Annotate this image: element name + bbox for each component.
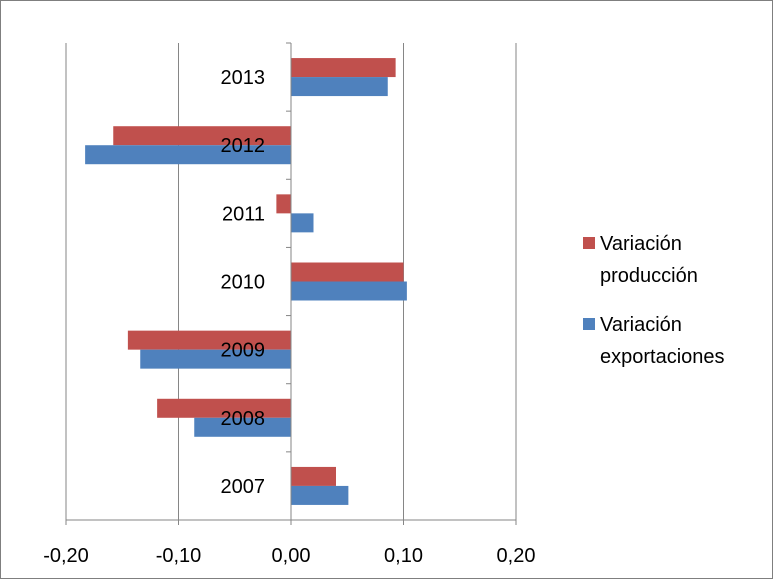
category-label-2012: 2012	[221, 135, 266, 157]
x-tick-label-3: 0,10	[384, 545, 423, 567]
bar-variacion-exportaciones-2012	[85, 145, 291, 165]
category-label-2008: 2008	[221, 408, 266, 430]
bar-variacion-produccion-2013	[291, 58, 396, 78]
bar-variacion-exportaciones-2007	[291, 485, 349, 505]
x-tick-label-1: -0,10	[156, 545, 202, 567]
bar-variacion-produccion-2009	[127, 330, 291, 350]
bar-variacion-exportaciones-2011	[291, 213, 314, 233]
legend-label-variacion-produccion-line-2: producción	[600, 265, 698, 287]
x-tick-label-0: -0,20	[43, 545, 89, 567]
category-label-2011: 2011	[222, 203, 265, 225]
category-label-2009: 2009	[221, 340, 266, 362]
bar-variacion-produccion-2007	[291, 466, 336, 486]
x-tick-label-4: 0,20	[497, 545, 536, 567]
category-labels: 2013 2012 2011 2010 2009 2008 2007	[221, 67, 266, 498]
legend-label-variacion-exportaciones-line-2: exportaciones	[600, 346, 725, 368]
axes	[65, 42, 517, 525]
bar-variacion-produccion-2010	[291, 262, 404, 282]
x-tick-labels: -0,20 -0,10 0,00 0,10 0,20	[43, 545, 535, 567]
bar-variacion-produccion-2008	[157, 398, 291, 418]
legend-label-variacion-produccion-line-1: Variación	[600, 233, 682, 255]
legend: Variación producción Variación exportacione…	[583, 233, 725, 368]
legend-swatch-variacion-produccion	[583, 237, 595, 249]
category-label-2013: 2013	[221, 67, 266, 89]
category-label-2007: 2007	[221, 476, 266, 498]
bar-variacion-exportaciones-2008	[194, 417, 291, 437]
category-label-2010: 2010	[221, 272, 266, 294]
bar-variacion-exportaciones-2013	[291, 77, 388, 97]
bar-variacion-exportaciones-2010	[291, 281, 407, 301]
bar-variacion-produccion-2012	[113, 126, 291, 146]
bar-variacion-exportaciones-2009	[140, 349, 291, 369]
legend-swatch-variacion-exportaciones	[583, 318, 595, 330]
legend-label-variacion-exportaciones-line-1: Variación	[600, 314, 682, 336]
bars	[85, 58, 407, 505]
x-tick-label-2: 0,00	[272, 545, 311, 567]
bar-variacion-produccion-2011	[276, 194, 291, 214]
